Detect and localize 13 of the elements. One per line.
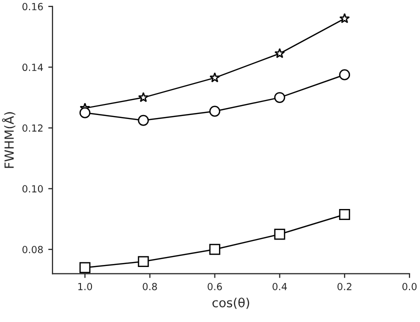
y-tick-label: 0.08 [22, 246, 43, 254]
y-tick-label: 0.16 [22, 2, 43, 10]
x-tick-label: 0.8 [142, 282, 157, 290]
x-tick-label: 0.4 [272, 282, 287, 290]
x-tick-label: 1.0 [78, 282, 92, 290]
y-tick-label: 0.12 [22, 124, 42, 132]
y-tick-label: 0.10 [22, 185, 43, 192]
x-axis-title: cos(θ) [212, 298, 250, 309]
x-tick-label: 0.0 [402, 282, 417, 290]
y-axis-title: FWHM(Å) [2, 112, 16, 168]
x-tick-label: 0.2 [338, 282, 352, 290]
x-tick-label: 0.6 [208, 282, 222, 290]
y-tick-label: 0.14 [22, 64, 43, 72]
